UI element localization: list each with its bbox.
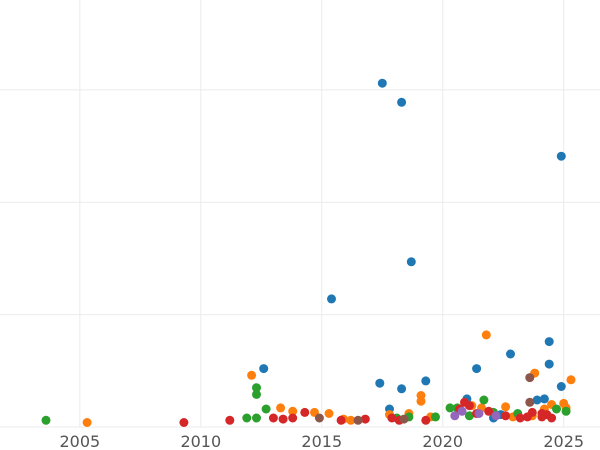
data-point bbox=[252, 413, 261, 423]
data-point bbox=[314, 413, 324, 423]
data-points bbox=[41, 78, 576, 427]
data-point bbox=[288, 413, 298, 423]
data-point bbox=[397, 97, 407, 107]
data-point bbox=[288, 406, 298, 416]
data-point bbox=[561, 406, 571, 416]
data-point bbox=[416, 391, 426, 400]
data-point bbox=[225, 415, 235, 425]
data-point bbox=[464, 411, 474, 421]
data-point bbox=[421, 376, 431, 386]
data-point bbox=[268, 413, 278, 423]
data-point bbox=[537, 409, 547, 418]
data-point bbox=[387, 413, 397, 423]
data-point bbox=[539, 394, 549, 404]
data-point bbox=[360, 414, 370, 424]
data-point bbox=[450, 411, 460, 421]
x-tick-label: 2010 bbox=[180, 432, 221, 450]
data-point bbox=[399, 414, 409, 424]
data-point bbox=[377, 78, 387, 88]
data-point bbox=[82, 418, 92, 427]
data-point bbox=[278, 414, 288, 424]
gridlines bbox=[0, 0, 600, 428]
data-point bbox=[406, 257, 416, 267]
data-point bbox=[336, 415, 346, 425]
data-point bbox=[556, 151, 566, 161]
data-point bbox=[353, 415, 363, 425]
data-point bbox=[556, 382, 566, 391]
data-point bbox=[472, 364, 482, 374]
data-point bbox=[525, 373, 535, 383]
data-point bbox=[252, 383, 261, 393]
data-point bbox=[324, 409, 334, 418]
data-point bbox=[484, 406, 494, 416]
data-point bbox=[300, 407, 310, 417]
x-tick-label: 2025 bbox=[543, 432, 584, 450]
data-point bbox=[544, 359, 554, 369]
data-point bbox=[460, 397, 469, 407]
data-point bbox=[532, 395, 542, 405]
x-axis-ticks: 2005 2010 2015 2020 2025 bbox=[59, 432, 584, 450]
x-tick-label: 2005 bbox=[59, 432, 100, 450]
data-point bbox=[525, 397, 535, 407]
data-point bbox=[501, 402, 511, 412]
data-point bbox=[547, 413, 557, 423]
data-point bbox=[501, 411, 511, 421]
data-point bbox=[259, 364, 269, 374]
data-point bbox=[479, 395, 489, 405]
data-point bbox=[276, 403, 286, 413]
data-point bbox=[431, 412, 440, 422]
data-point bbox=[346, 415, 356, 425]
data-point bbox=[421, 415, 431, 425]
data-point bbox=[242, 413, 252, 423]
data-point bbox=[41, 415, 51, 425]
data-point bbox=[552, 404, 561, 414]
data-point bbox=[327, 294, 336, 304]
data-point bbox=[506, 349, 515, 359]
x-tick-label: 2020 bbox=[422, 432, 463, 450]
data-point bbox=[397, 384, 407, 394]
data-point bbox=[247, 370, 257, 380]
data-point bbox=[179, 418, 189, 427]
data-point bbox=[491, 411, 501, 421]
data-point bbox=[544, 337, 554, 347]
data-point bbox=[252, 389, 261, 399]
data-point bbox=[261, 404, 271, 414]
x-tick-label: 2015 bbox=[301, 432, 342, 450]
data-point bbox=[481, 330, 491, 340]
data-point bbox=[527, 407, 537, 417]
data-point bbox=[375, 378, 385, 388]
data-point bbox=[474, 409, 484, 418]
data-point bbox=[445, 403, 455, 413]
data-point bbox=[566, 375, 576, 385]
data-point bbox=[457, 406, 467, 416]
data-point bbox=[515, 413, 525, 423]
